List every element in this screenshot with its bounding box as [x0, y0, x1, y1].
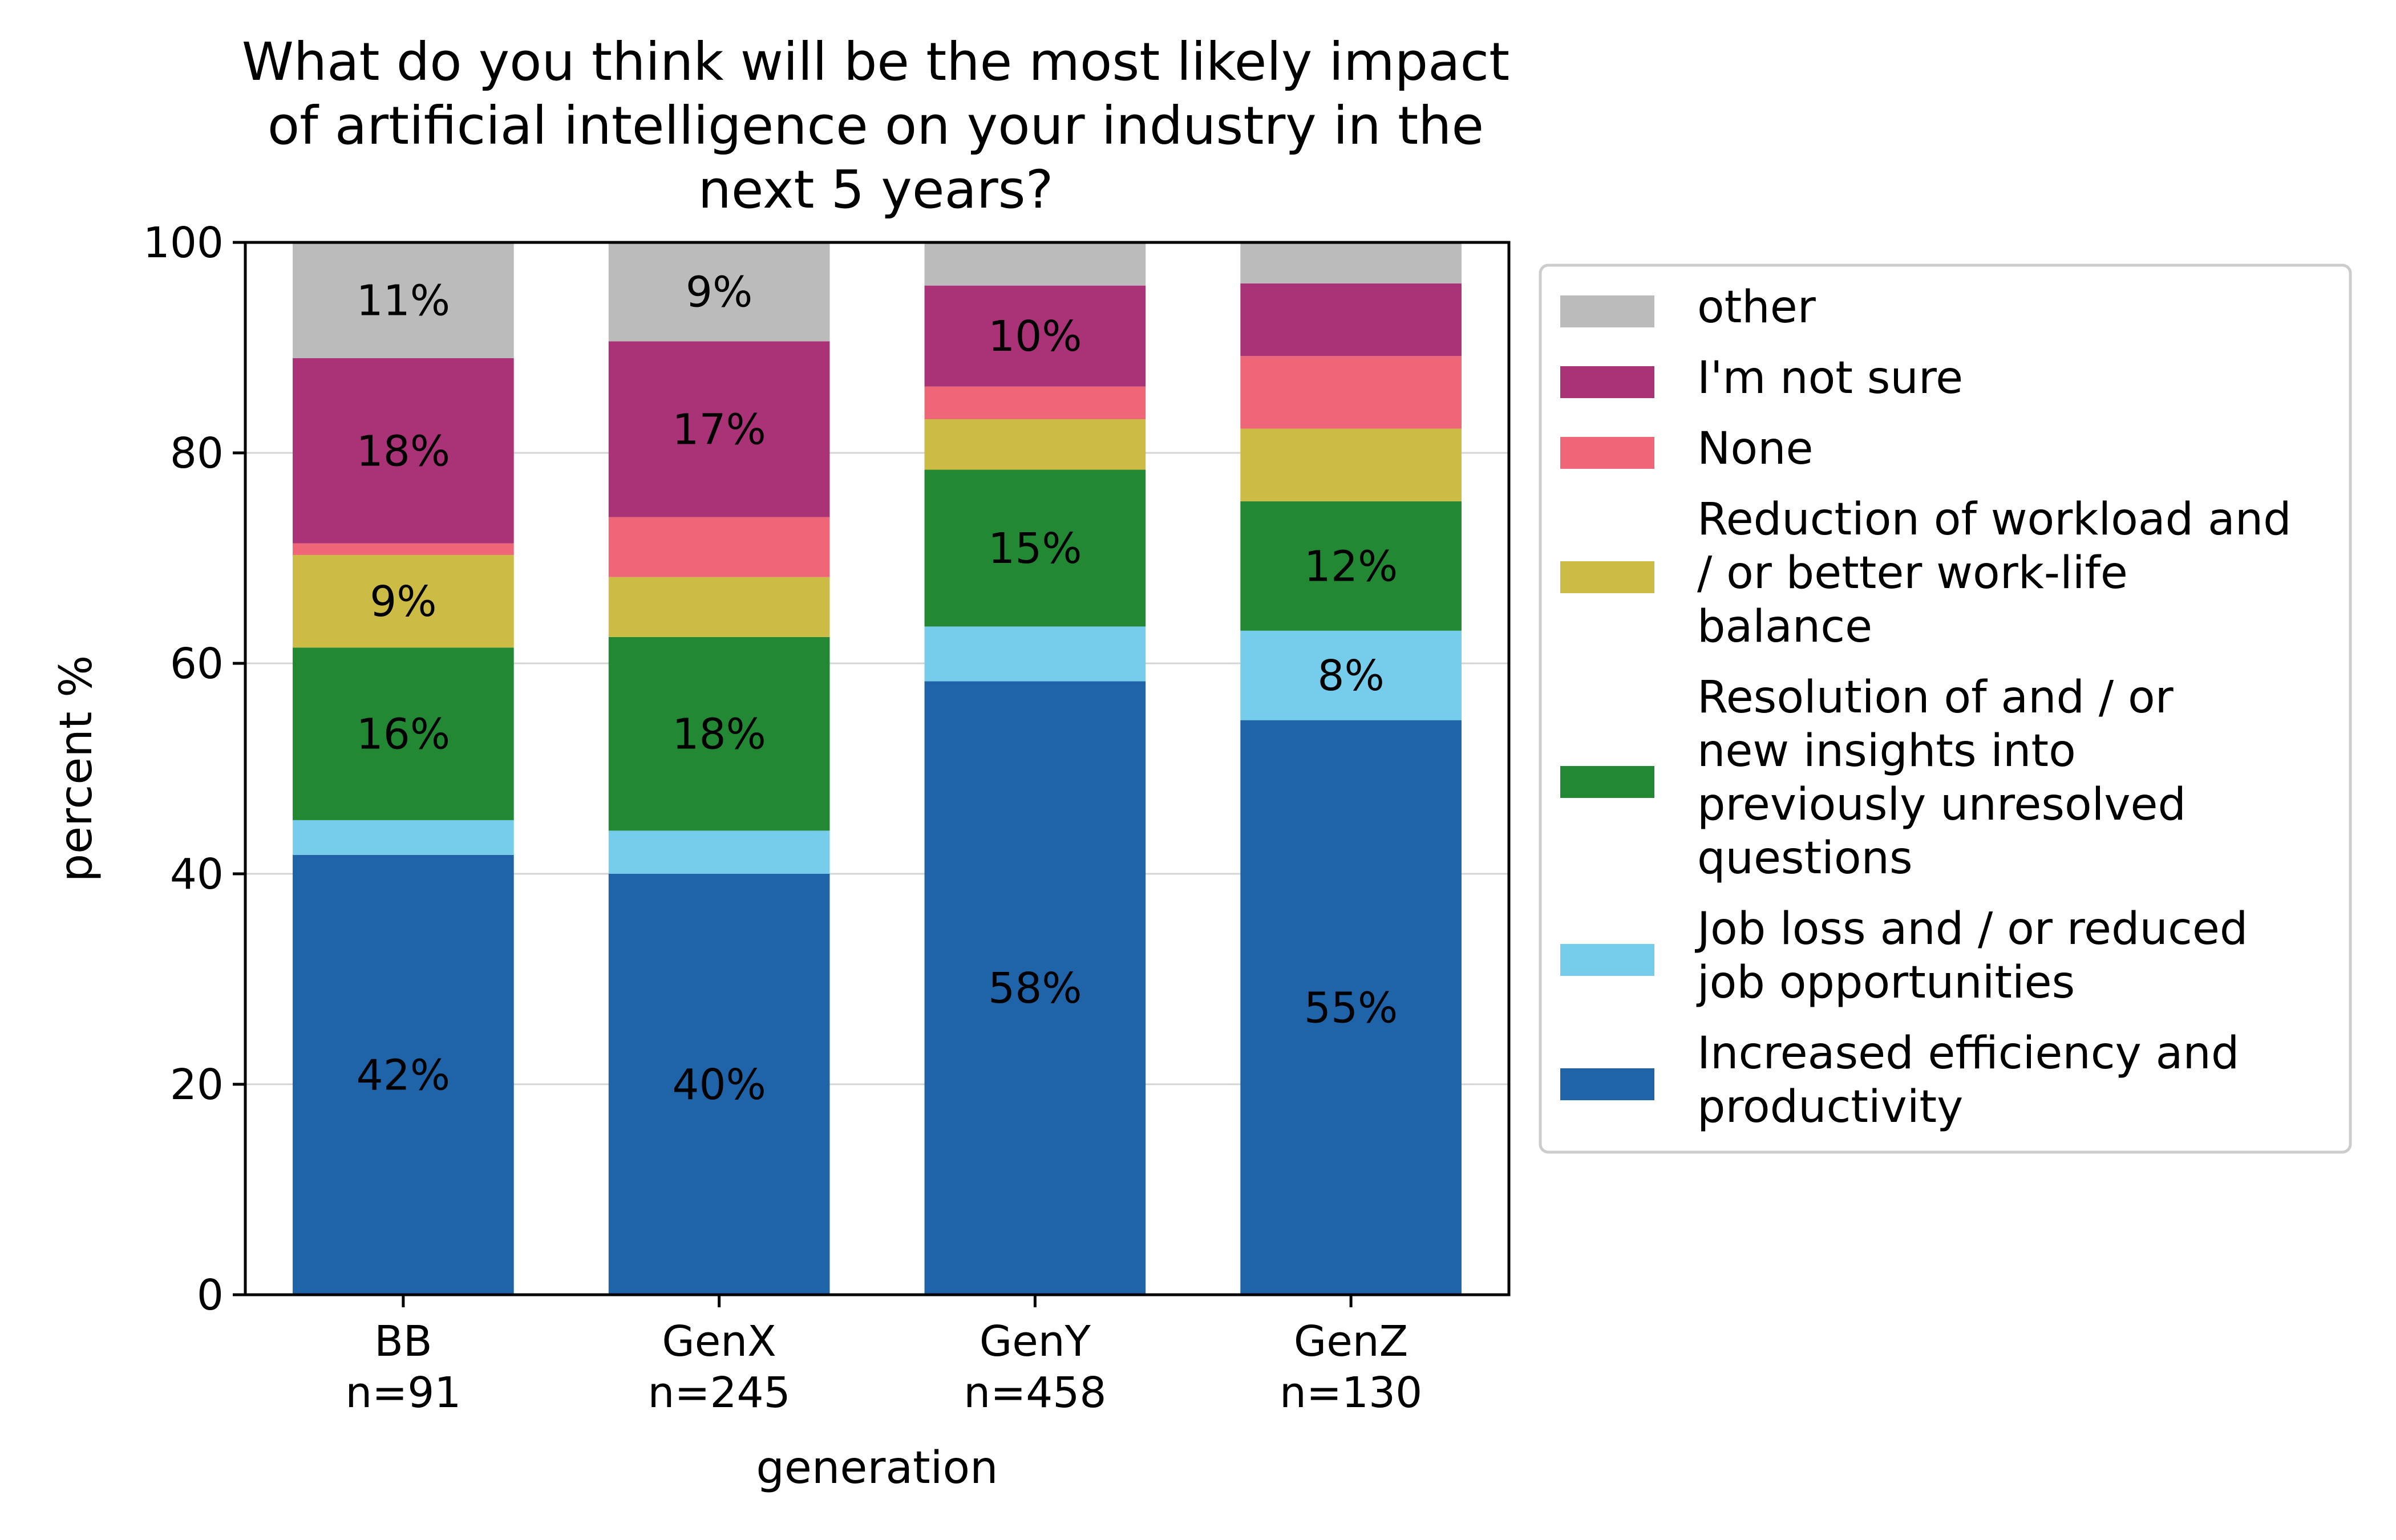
bar-segment [924, 681, 1146, 1295]
legend-swatch [1560, 766, 1654, 798]
bar-segment [608, 637, 830, 831]
data-label: 8% [1317, 651, 1384, 700]
y-axis-label: percent % [51, 655, 102, 882]
bar-segment [924, 242, 1146, 286]
bar-segment [924, 419, 1146, 470]
bar-segment [1240, 720, 1462, 1295]
data-label: 9% [686, 268, 752, 317]
y-axis: 0 20 40 60 80 100 [143, 218, 245, 1320]
legend-label: productivity [1697, 1081, 1963, 1133]
chart-title-line: What do you think will be the most likel… [242, 31, 1509, 92]
y-tick-label: 100 [143, 218, 224, 268]
data-label: 10% [988, 312, 1082, 361]
legend-label: Job loss and / or reduced [1694, 903, 2248, 955]
bar-segment [1240, 283, 1462, 356]
bar-segment [1240, 501, 1462, 631]
x-tick-sublabel: n=458 [964, 1368, 1106, 1417]
y-tick-label: 40 [170, 850, 224, 899]
bar-segment [1240, 428, 1462, 501]
bar-segment [1240, 356, 1462, 429]
x-tick-sublabel: n=130 [1280, 1368, 1422, 1417]
chart-title-line: of artificial intelligence on your indus… [268, 95, 1484, 156]
legend-label: new insights into [1697, 726, 2076, 777]
legend-label: / or better work-life [1697, 548, 2128, 599]
x-tick-label: GenX [662, 1317, 776, 1366]
data-label: 18% [357, 427, 450, 476]
y-tick-label: 20 [170, 1060, 224, 1109]
legend-frame [1539, 264, 2352, 1154]
bar-segment [1240, 630, 1462, 720]
bar-segment [608, 830, 830, 874]
bar-segment [293, 554, 514, 648]
bar-segment [293, 242, 514, 358]
legend-label: Increased efficiency and [1697, 1028, 2239, 1079]
bar-segment [293, 820, 514, 855]
y-tick-label: 80 [170, 429, 224, 478]
legend-label: balance [1697, 601, 1872, 653]
legend-swatch [1560, 295, 1654, 327]
plot-frame [244, 241, 1511, 1296]
legend-label: other [1697, 282, 1816, 333]
legend-label: None [1697, 423, 1814, 475]
x-tick-label: BB [374, 1317, 432, 1366]
legend-swatch [1560, 437, 1654, 469]
y-tick-label: 60 [170, 639, 224, 688]
chart-title-line: next 5 years? [698, 159, 1054, 220]
bar-segment [608, 577, 830, 637]
data-label: 9% [370, 577, 436, 626]
x-tick-sublabel: n=245 [648, 1368, 791, 1417]
legend-label: job opportunities [1696, 957, 2075, 1008]
data-label: 11% [357, 276, 450, 325]
bar-segment [924, 386, 1146, 419]
x-tick-label: GenZ [1294, 1317, 1408, 1366]
data-label: 55% [1304, 983, 1398, 1032]
data-label: 40% [672, 1060, 766, 1109]
x-tick-sublabel: n=91 [345, 1368, 461, 1417]
legend-swatch [1560, 1068, 1654, 1100]
bar-segment [608, 874, 830, 1295]
legend-label: Reduction of workload and [1697, 494, 2292, 545]
bars: 42% 16% 9% 18% 11% 40% 18% 17% 9% 58% 15% 10% 55% 8% 1… [293, 242, 1462, 1295]
bar-segment [608, 341, 830, 517]
chart-title: What do you think will be the most likel… [242, 31, 1509, 220]
bar-segment [924, 285, 1146, 387]
legend-swatch [1560, 944, 1654, 976]
data-label: 12% [1304, 542, 1398, 591]
bar-segment [924, 469, 1146, 627]
legend-label: questions [1697, 833, 1913, 884]
bar-segment [293, 358, 514, 544]
data-label: 15% [988, 524, 1082, 573]
bar-segment [293, 854, 514, 1295]
legend-swatch [1560, 366, 1654, 398]
data-label: 17% [672, 405, 766, 454]
data-label: 16% [357, 710, 450, 759]
bar-segment [924, 626, 1146, 682]
bar-segment [1240, 242, 1462, 283]
bar-segment [608, 517, 830, 577]
data-label: 18% [672, 710, 766, 759]
bar-segment [293, 647, 514, 820]
y-tick-label: 0 [197, 1271, 224, 1320]
data-label: 58% [988, 964, 1082, 1013]
data-label: 42% [357, 1051, 450, 1100]
x-axis-label: generation [756, 1442, 998, 1494]
legend: other I'm not sure None Reduction of worklo… [1539, 264, 2352, 1154]
bar-segment [293, 543, 514, 555]
x-tick-label: GenY [980, 1317, 1091, 1366]
legend-label: Resolution of and / or [1697, 672, 2174, 723]
legend-swatch [1560, 561, 1654, 593]
legend-label: previously unresolved [1697, 779, 2186, 830]
legend-label: I'm not sure [1697, 352, 1963, 404]
bar-segment [608, 242, 830, 342]
